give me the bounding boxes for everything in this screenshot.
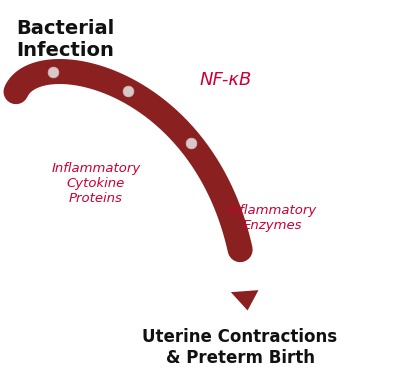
Text: Bacterial
Infection: Bacterial Infection [16, 19, 114, 60]
Text: Inflammatory
Cytokine
Proteins: Inflammatory Cytokine Proteins [51, 162, 141, 205]
Text: Uterine Contractions
& Preterm Birth: Uterine Contractions & Preterm Birth [142, 328, 338, 367]
Point [50, 69, 57, 75]
Text: Inflammatory
Enzymes: Inflammatory Enzymes [227, 204, 317, 232]
Point [125, 88, 132, 94]
Point [187, 140, 194, 146]
Text: NF-κB: NF-κB [200, 71, 252, 89]
